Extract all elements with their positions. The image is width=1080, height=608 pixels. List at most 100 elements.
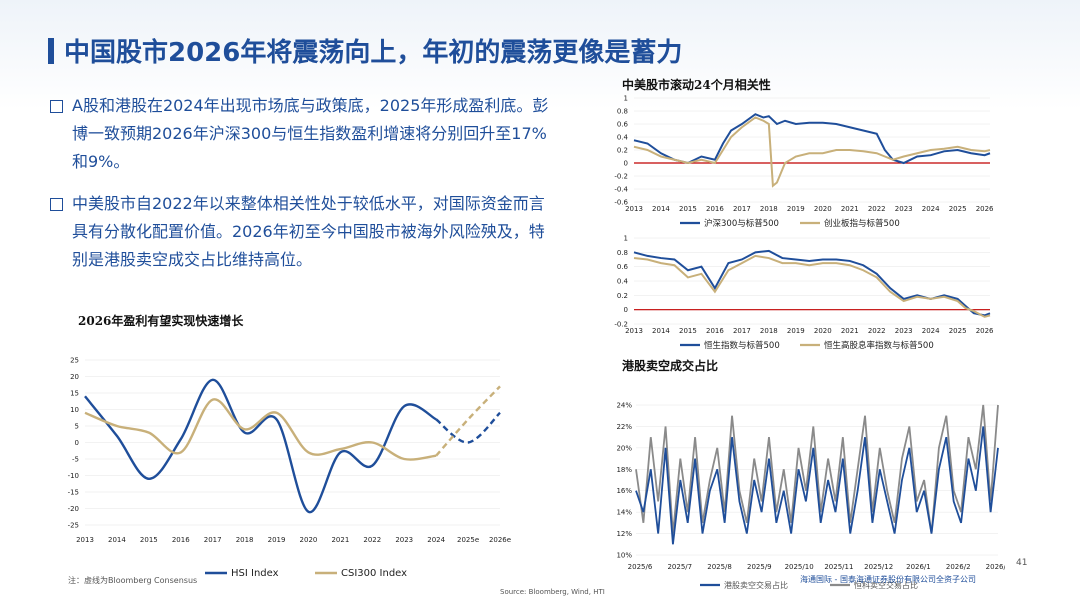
x-tick-label: 2017 xyxy=(204,536,222,544)
bullet-1: A股和港股在2024年出现市场底与政策底，2025年形成盈利底。彭博一致预期20… xyxy=(50,92,550,176)
x-tick-label: 2026/2 xyxy=(946,563,971,571)
x-tick-label: 2023 xyxy=(895,327,913,335)
x-tick-label: 2020 xyxy=(814,327,832,335)
series-line xyxy=(84,398,437,461)
x-tick-label: 2014 xyxy=(652,205,670,213)
x-tick-label: 2025 xyxy=(949,205,967,213)
x-tick-label: 2026 xyxy=(976,327,994,335)
y-tick-label: -10 xyxy=(68,472,79,480)
x-tick-label: 2013 xyxy=(76,536,94,544)
y-tick-label: 16% xyxy=(616,487,632,495)
chart-title-correlation: 中美股市滚动24个月相关性 xyxy=(622,78,771,92)
y-tick-label: 0.4 xyxy=(617,278,629,286)
x-tick-label: 2015 xyxy=(679,205,697,213)
x-tick-label: 2025/11 xyxy=(824,563,853,571)
y-tick-label: 0.8 xyxy=(617,249,628,257)
x-tick-label: 2017 xyxy=(733,205,751,213)
legend-label: 恒生指数与标普500 xyxy=(704,340,780,351)
legend-label: 恒生高股息率指数与标普500 xyxy=(824,340,934,351)
x-tick-label: 2024 xyxy=(922,327,940,335)
series-forecast-line xyxy=(435,411,501,444)
x-tick-label: 2020 xyxy=(814,205,832,213)
legend-label: CSI300 Index xyxy=(341,568,407,579)
x-tick-label: 2018 xyxy=(760,205,778,213)
series-line xyxy=(635,404,999,534)
y-tick-label: 0 xyxy=(624,306,628,314)
series-line xyxy=(633,249,991,317)
chart-note: 注：虚线为Bloomberg Consensus xyxy=(68,576,198,585)
x-tick-label: 2025/9 xyxy=(747,563,772,571)
series-line xyxy=(633,113,991,165)
y-tick-label: -0.2 xyxy=(614,321,628,329)
y-tick-label: 18% xyxy=(616,466,632,474)
legend-label: 创业板指与标普500 xyxy=(824,218,900,229)
y-tick-label: 20 xyxy=(70,373,79,381)
bullet-2: 中美股市自2022年以来整体相关性处于较低水平，对国际资金而言具有分散化配置价值… xyxy=(50,190,550,274)
x-tick-label: 2026 xyxy=(976,205,994,213)
y-tick-label: 0 xyxy=(624,160,628,168)
y-tick-label: 14% xyxy=(616,509,632,517)
y-tick-label: 0 xyxy=(75,439,79,447)
chart-title-short-selling: 港股卖空成交占比 xyxy=(622,359,719,373)
x-tick-label: 2022 xyxy=(868,327,886,335)
y-tick-label: 10% xyxy=(616,552,632,560)
checkbox-bullet-icon xyxy=(50,100,63,113)
y-tick-label: 0.2 xyxy=(617,147,628,155)
x-tick-label: 2025 xyxy=(949,327,967,335)
x-tick-label: 2015 xyxy=(140,536,158,544)
legend-label: HSI Index xyxy=(231,568,279,579)
series-line xyxy=(84,378,437,514)
legend-label: 沪深300与标普500 xyxy=(704,218,779,229)
y-tick-label: 0.8 xyxy=(617,108,628,116)
y-tick-label: -15 xyxy=(68,489,79,497)
y-tick-label: 25 xyxy=(70,357,79,365)
y-tick-label: 0.4 xyxy=(617,134,629,142)
page-number: 41 xyxy=(1016,558,1028,568)
footer-text: 海通国际 - 国泰海通证券股份有限公司全资子公司 xyxy=(800,575,976,584)
y-tick-label: 0.6 xyxy=(617,121,629,129)
series-line xyxy=(633,254,991,318)
x-tick-label: 2013 xyxy=(625,327,643,335)
y-tick-label: 20% xyxy=(616,444,632,452)
y-tick-label: 1 xyxy=(624,235,628,243)
x-tick-label: 2026e xyxy=(489,536,511,544)
x-tick-label: 2023 xyxy=(895,205,913,213)
x-tick-label: 2019 xyxy=(787,327,805,335)
y-tick-label: -20 xyxy=(68,505,79,513)
x-tick-label: 2024 xyxy=(922,205,940,213)
y-tick-label: -0.2 xyxy=(614,173,628,181)
x-tick-label: 2020 xyxy=(300,536,318,544)
y-tick-label: -25 xyxy=(68,522,79,530)
short-selling-chart: 10% 12% 14% 16% 18% 20% 22% 24% 2025/6 2025/7 2025… xyxy=(616,402,1005,591)
x-tick-label: 2017 xyxy=(733,327,751,335)
y-tick-label: 12% xyxy=(616,530,632,538)
y-tick-label: 15 xyxy=(70,390,79,398)
bullet-text: A股和港股在2024年出现市场底与政策底，2025年形成盈利底。彭博一致预期20… xyxy=(72,96,549,171)
x-tick-label: 2014 xyxy=(108,536,126,544)
x-tick-label: 2025/6 xyxy=(628,563,653,571)
legend-label: 港股卖空交易占比 xyxy=(724,580,788,590)
x-tick-label: 2025/8 xyxy=(707,563,732,571)
correlation-chart-cn: -0.6 -0.4 -0.2 0 0.2 0.4 0.6 0.8 1 2013 2014 2015 20… xyxy=(614,95,994,230)
series-line xyxy=(635,426,999,545)
y-tick-label: 22% xyxy=(616,423,632,431)
bullet-text: 中美股市自2022年以来整体相关性处于较低水平，对国际资金而言具有分散化配置价值… xyxy=(72,194,545,269)
x-tick-label: 2016 xyxy=(172,536,190,544)
series-line xyxy=(633,116,991,188)
y-tick-label: -0.4 xyxy=(614,186,628,194)
x-tick-label: 2021 xyxy=(841,205,859,213)
x-tick-label: 2021 xyxy=(841,327,859,335)
earnings-growth-chart: -25 -20 -15 -10 -5 0 5 10 15 20 25 2013 2014 2015 2016… xyxy=(68,357,512,580)
source-text: Source: Bloomberg, Wind, HTI xyxy=(500,588,605,596)
x-tick-label: 2023 xyxy=(395,536,413,544)
x-tick-label: 2024 xyxy=(427,536,445,544)
x-tick-label: 2014 xyxy=(652,327,670,335)
x-tick-label: 2019 xyxy=(268,536,286,544)
x-tick-label: 2025/10 xyxy=(785,563,814,571)
x-tick-label: 2019 xyxy=(787,205,805,213)
x-tick-label: 2026/3 xyxy=(986,563,1005,571)
y-tick-label: 1 xyxy=(624,95,628,103)
chart-title-earnings: 2026年盈利有望实现快速增长 xyxy=(78,314,244,328)
x-tick-label: 2026/1 xyxy=(906,563,931,571)
x-tick-label: 2015 xyxy=(679,327,697,335)
